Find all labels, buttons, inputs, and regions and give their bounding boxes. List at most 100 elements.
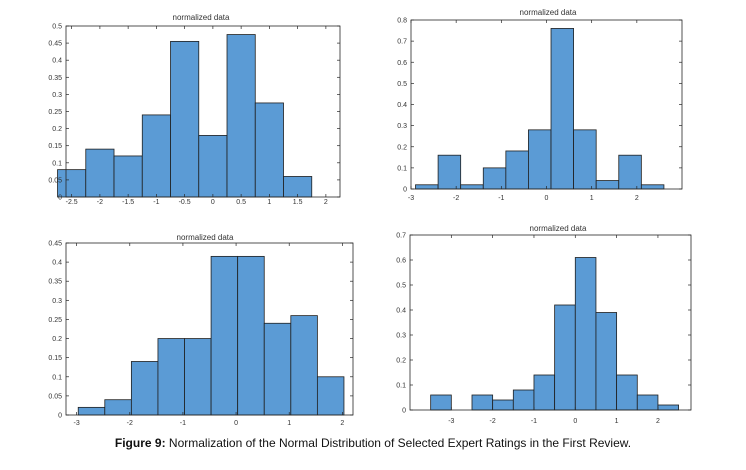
histogram-bar [550,28,575,190]
y-tick-label: 0.2 [396,358,406,365]
x-tick-label: -3 [74,420,80,427]
histogram-bar [471,394,494,411]
histogram-bar [616,374,638,411]
histogram-bar [636,394,659,411]
histogram-bar [492,399,514,411]
histogram-bar [316,376,345,416]
histogram-bar [528,129,552,190]
plot-frame [65,242,354,416]
y-tick-label: 0.35 [48,75,62,82]
y-tick-label: 0.05 [48,177,62,184]
y-tick-label: 0.3 [397,123,407,130]
y-tick-label: 0.8 [397,18,407,25]
y-tick-label: 0.5 [52,24,62,31]
histogram-panel-top-right: normalized data 0 0.1 0.2 0.3 0.4 0.5 0.6 0.7 0.… [373,0,746,225]
x-tick-label: -1 [180,420,186,427]
y-tick-label: 0.4 [396,308,406,315]
histogram-bar [595,312,618,411]
x-tick-label: 2 [656,418,660,425]
y-tick-label: 0 [58,195,62,202]
x-tick-label: 1 [590,195,594,202]
caption-text: Normalization of the Normal Distribution… [165,436,632,450]
histogram-bar [184,338,212,416]
x-tick-label: 1.5 [293,199,303,206]
x-tick-label: 0.5 [236,199,246,206]
x-tick-label: 1 [267,199,271,206]
y-tick-label: 0.4 [52,58,62,65]
histogram-bar [198,135,228,198]
caption-label: Figure 9: [114,436,166,450]
x-tick-label: 2 [340,420,344,427]
histogram-bar [482,167,507,190]
y-tick-label: 0.4 [52,260,62,267]
histogram-bar [210,255,239,416]
histogram-bar [141,114,171,198]
histogram-bottom-left: normalized data 0 0.05 0.1 0.15 0.2 0.25 0.3 0.… [48,233,354,427]
histogram-bar [113,155,143,198]
y-tick-label: 0 [58,413,62,420]
chart-title: normalized data [520,8,577,17]
y-tick-label: 0.1 [397,165,407,172]
histogram-bar [170,40,200,198]
y-tick-label: 0.45 [48,241,62,248]
y-tick-label: 0.25 [48,109,62,116]
histogram-bar [595,180,620,190]
histogram-bar [77,406,106,416]
y-tick-label: 0.3 [396,333,406,340]
histogram-bar [554,304,576,411]
y-tick-label: 0.1 [52,374,62,381]
y-tick-label: 0.7 [397,39,407,46]
histogram-bar [290,315,318,416]
histogram-bar [157,338,185,416]
y-tick-label: 0 [403,187,407,194]
x-tick-label: 0 [573,418,577,425]
x-tick-label: -2.5 [66,199,78,206]
histogram-bar [226,34,256,198]
histogram-panel-bottom-right: normalized data 0 0.1 0.2 0.3 0.4 0.5 0.6 0.7 -3… [373,224,746,435]
histogram-bar [505,150,529,190]
y-tick-label: 0.5 [396,283,406,290]
x-tick-label: -2 [127,420,133,427]
x-tick-label: 0 [234,420,238,427]
y-tick-label: 0.7 [396,233,406,240]
histogram-bar [85,148,115,198]
x-tick-label: -2 [97,199,103,206]
histogram-bar [657,404,680,411]
histogram-bar [460,184,484,190]
histogram-panel-bottom-left: normalized data 0 0.05 0.1 0.15 0.2 0.25 0.3 0.… [0,225,373,435]
x-tick-label: 0 [545,195,549,202]
y-tick-label: 0.15 [48,355,62,362]
histogram-bar [283,176,313,198]
x-tick-label: 1 [287,420,291,427]
x-tick-label: -0.5 [179,199,191,206]
x-tick-label: -3 [448,418,454,425]
y-tick-label: 0.3 [52,92,62,99]
y-tick-label: 0.3 [52,298,62,305]
y-tick-label: 0.2 [52,126,62,133]
y-tick-label: 0.1 [52,160,62,167]
histogram-bar [618,154,642,190]
x-tick-label: -3 [408,195,414,202]
histogram-panel-top-left: normalized data 0 0.05 0.1 0.15 0.2 0.25 0.3 0.… [0,0,373,225]
y-tick-label: 0.2 [52,336,62,343]
histogram-bar [263,322,292,416]
histogram-bar [237,255,265,416]
y-tick-label: 0.05 [48,393,62,400]
x-tick-label: 2 [324,199,328,206]
histogram-bar [533,374,556,411]
chart-title: normalized data [177,233,234,242]
y-tick-label: 0.15 [48,143,62,150]
histogram-bar [512,389,535,411]
x-tick-label: -2 [453,195,459,202]
y-tick-label: 0 [402,408,406,415]
histogram-bar [574,257,597,411]
x-tick-label: -1 [153,199,159,206]
y-tick-label: 0.35 [48,279,62,286]
histogram-bar [104,399,132,416]
histogram-top-right: normalized data 0 0.1 0.2 0.3 0.4 0.5 0.6 0.7 0.… [397,8,683,202]
x-tick-label: -1 [498,195,504,202]
plot-frame [409,234,692,411]
histogram-bar [130,361,159,416]
y-tick-label: 0.1 [396,383,406,390]
histogram-bar [640,184,665,190]
